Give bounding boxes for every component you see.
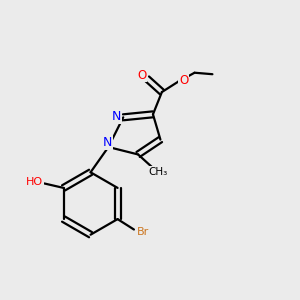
Text: CH₃: CH₃ [148,167,168,177]
Text: O: O [179,74,188,87]
Text: N: N [112,110,122,123]
Text: HO: HO [26,177,43,187]
Text: Br: Br [137,227,150,237]
Text: O: O [137,69,146,82]
Text: N: N [103,136,112,149]
